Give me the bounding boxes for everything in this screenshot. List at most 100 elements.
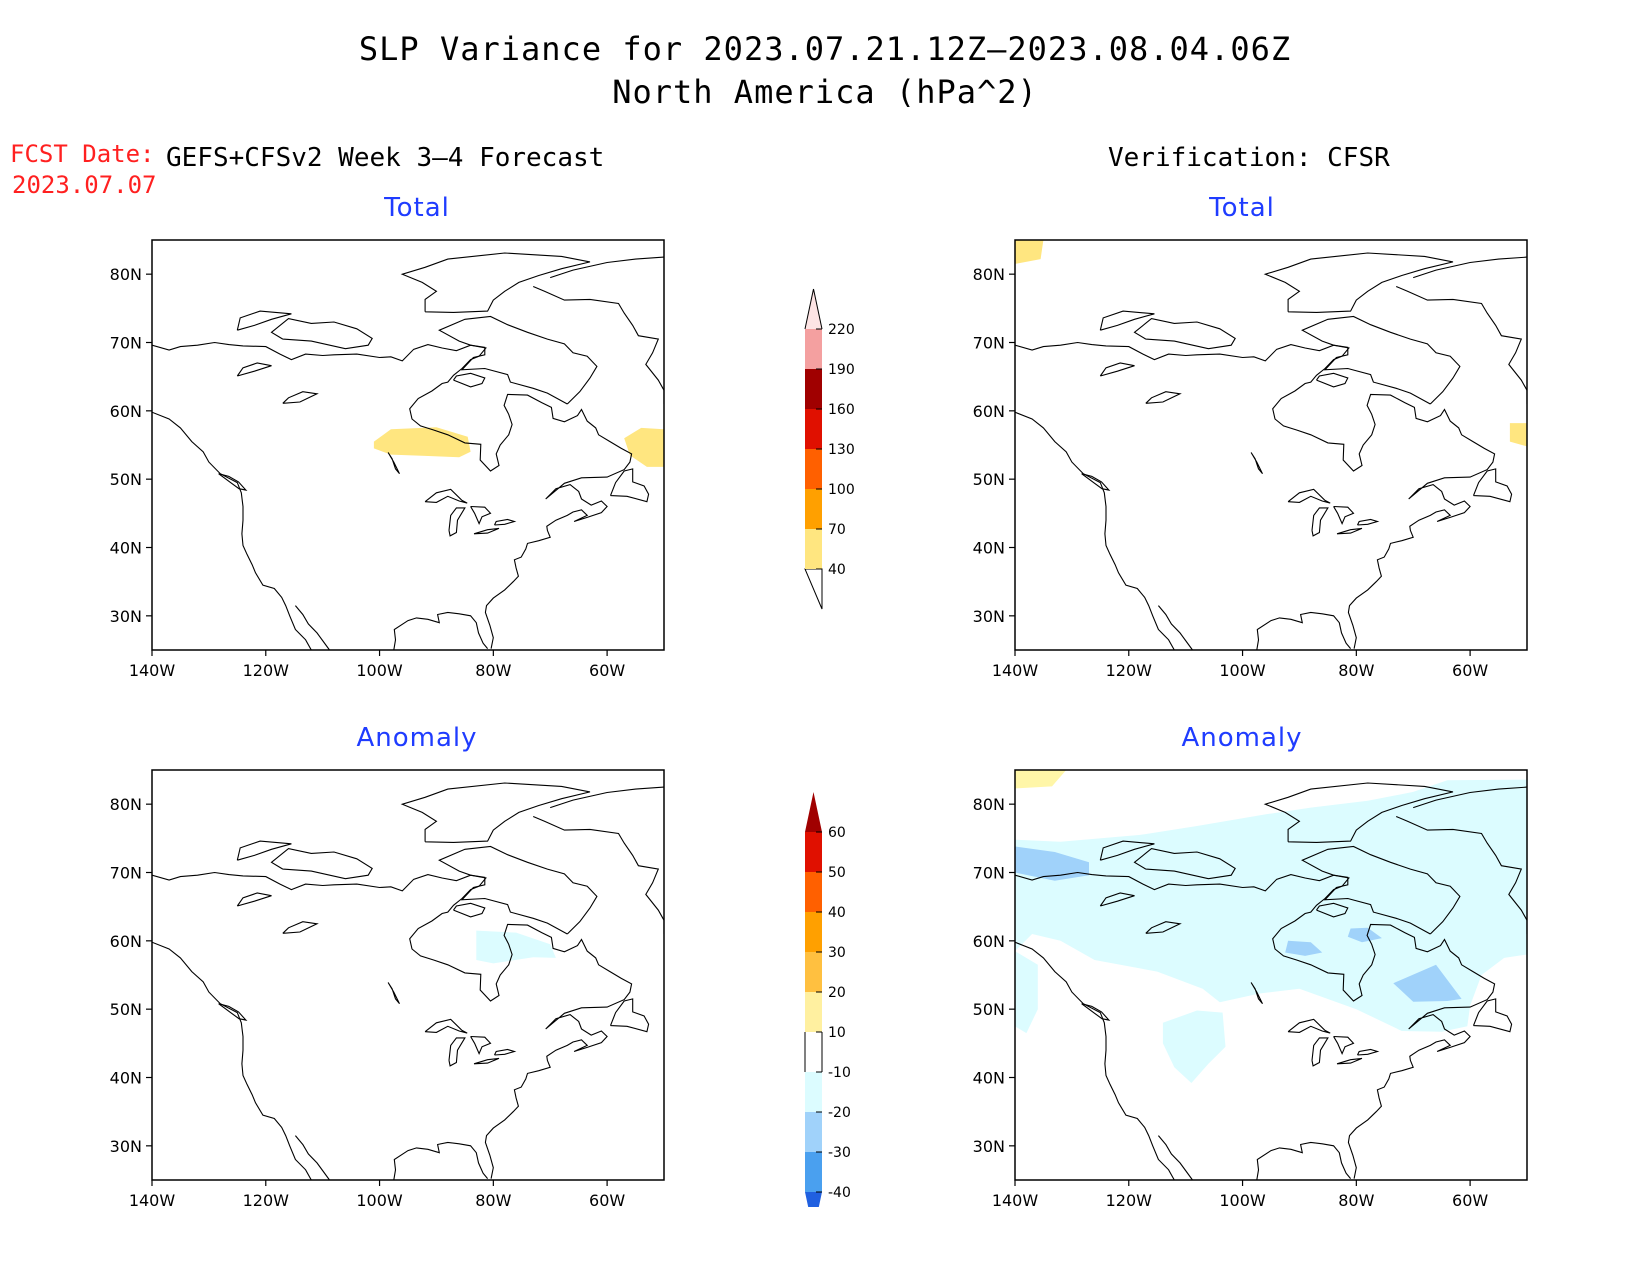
coastline [1357, 1048, 1380, 1056]
colorbar-swatch [805, 952, 822, 992]
lon-tick-label: 140W [129, 661, 176, 680]
coastline [270, 318, 373, 350]
lat-tick-label: 50N [110, 470, 142, 489]
coastline [1472, 998, 1513, 1033]
map-frame [151, 239, 665, 651]
colorbar-swatch [805, 369, 822, 409]
coastline [532, 285, 664, 404]
map-frame [1014, 769, 1528, 1181]
coastline [1256, 1141, 1352, 1180]
coastline [393, 1141, 489, 1180]
lat-tick-label: 40N [110, 539, 142, 558]
lon-tick-label: 100W [1219, 661, 1266, 680]
coastline [1015, 941, 1175, 1180]
colorbar-swatch [805, 1192, 822, 1207]
coastline [152, 341, 633, 649]
lat-tick-label: 60N [110, 932, 142, 951]
coastline [550, 786, 664, 809]
shaded-region [1015, 770, 1067, 789]
lat-tick-label: 40N [110, 1069, 142, 1088]
lon-tick-label: 120W [243, 1191, 290, 1210]
coastline [424, 488, 468, 504]
lat-tick-label: 80N [973, 795, 1005, 814]
coastline [1413, 786, 1527, 809]
colorbar-label: 20 [828, 985, 846, 1001]
coastline [1133, 318, 1236, 350]
colorbar-label: -40 [828, 1185, 851, 1201]
lat-tick-label: 30N [110, 1137, 142, 1156]
colorbar-label: 190 [828, 362, 855, 378]
lon-tick-label: 140W [129, 1191, 176, 1210]
coastline [282, 921, 319, 934]
lat-tick-label: 80N [110, 795, 142, 814]
map-anomaly-forecast: 80N 70N 60N 50N 40N 30N 140W 120W 100W 80W 60W [110, 769, 665, 1210]
panel-title-total-verification: Total [1209, 193, 1275, 223]
coastline [1333, 505, 1355, 525]
lon-tick-label: 140W [992, 661, 1039, 680]
panel-title-anomaly-verification: Anomaly [1181, 723, 1303, 753]
coastline [294, 1135, 330, 1180]
coastline [1336, 527, 1363, 535]
lat-tick-label: 70N [110, 334, 142, 353]
coastline [400, 782, 591, 843]
coastline [470, 1035, 492, 1055]
colorbar-label: -30 [828, 1145, 851, 1161]
coastline [387, 982, 400, 1005]
coastline [282, 391, 319, 404]
colorbar-swatch [805, 329, 822, 369]
shaded-region [476, 930, 556, 964]
lat-tick-label: 40N [973, 1069, 1005, 1088]
colorbar-swatch [805, 289, 822, 329]
lon-tick-label: 100W [1219, 1191, 1266, 1210]
lon-tick-label: 80W [475, 1191, 511, 1210]
colorbar-label: 130 [828, 442, 855, 458]
colorbar-label: 220 [828, 322, 855, 338]
colorbar-label: 160 [828, 402, 855, 418]
lon-tick-label: 120W [1106, 661, 1153, 680]
coastline [152, 871, 633, 1179]
lon-tick-label: 60W [1452, 1191, 1488, 1210]
coastline [1157, 605, 1193, 650]
coastline [387, 452, 400, 475]
coastline [236, 310, 292, 331]
coastline [1263, 252, 1454, 313]
coastline [1145, 391, 1182, 404]
coastline [270, 848, 373, 880]
coastline [1311, 1037, 1329, 1067]
coastline [1015, 871, 1496, 1179]
coastline [1287, 1018, 1331, 1034]
coastline [1413, 256, 1527, 279]
colorbar-label: -10 [828, 1065, 851, 1081]
lon-tick-label: 60W [589, 1191, 625, 1210]
lon-tick-label: 120W [1106, 1191, 1153, 1210]
coastline [1145, 921, 1182, 934]
colorbar-label: -20 [828, 1105, 851, 1121]
coastline [609, 998, 650, 1033]
total-colorbar: 40 70 100 130 160 190 220 [804, 288, 855, 610]
coastline [1081, 1003, 1111, 1021]
lon-tick-label: 100W [356, 661, 403, 680]
colorbar-label: 40 [828, 905, 846, 921]
coastline [1301, 315, 1461, 405]
colorbar-label: 70 [828, 522, 846, 538]
lat-tick-label: 40N [973, 539, 1005, 558]
colorbar-swatch [805, 449, 822, 489]
lat-tick-label: 50N [110, 1000, 142, 1019]
colorbar-swatch [805, 912, 822, 952]
coastline [1395, 815, 1527, 934]
coastline [453, 372, 486, 388]
colorbar-label: 100 [828, 482, 855, 498]
lat-tick-label: 70N [973, 334, 1005, 353]
lat-tick-label: 60N [973, 402, 1005, 421]
shaded-region [1393, 964, 1462, 1002]
coastline [1099, 840, 1155, 861]
lat-tick-label: 80N [110, 265, 142, 284]
shaded-region [1509, 423, 1527, 447]
map-total-verification: 80N 70N 60N 50N 40N 30N 140W 120W 100W 80W 60W [973, 239, 1528, 680]
coastline [424, 1018, 468, 1034]
coastline [1256, 611, 1352, 650]
shaded-region [624, 427, 664, 467]
coastline [1015, 411, 1175, 650]
colorbar-swatch [805, 992, 822, 1032]
colorbar-swatch [805, 1112, 822, 1152]
